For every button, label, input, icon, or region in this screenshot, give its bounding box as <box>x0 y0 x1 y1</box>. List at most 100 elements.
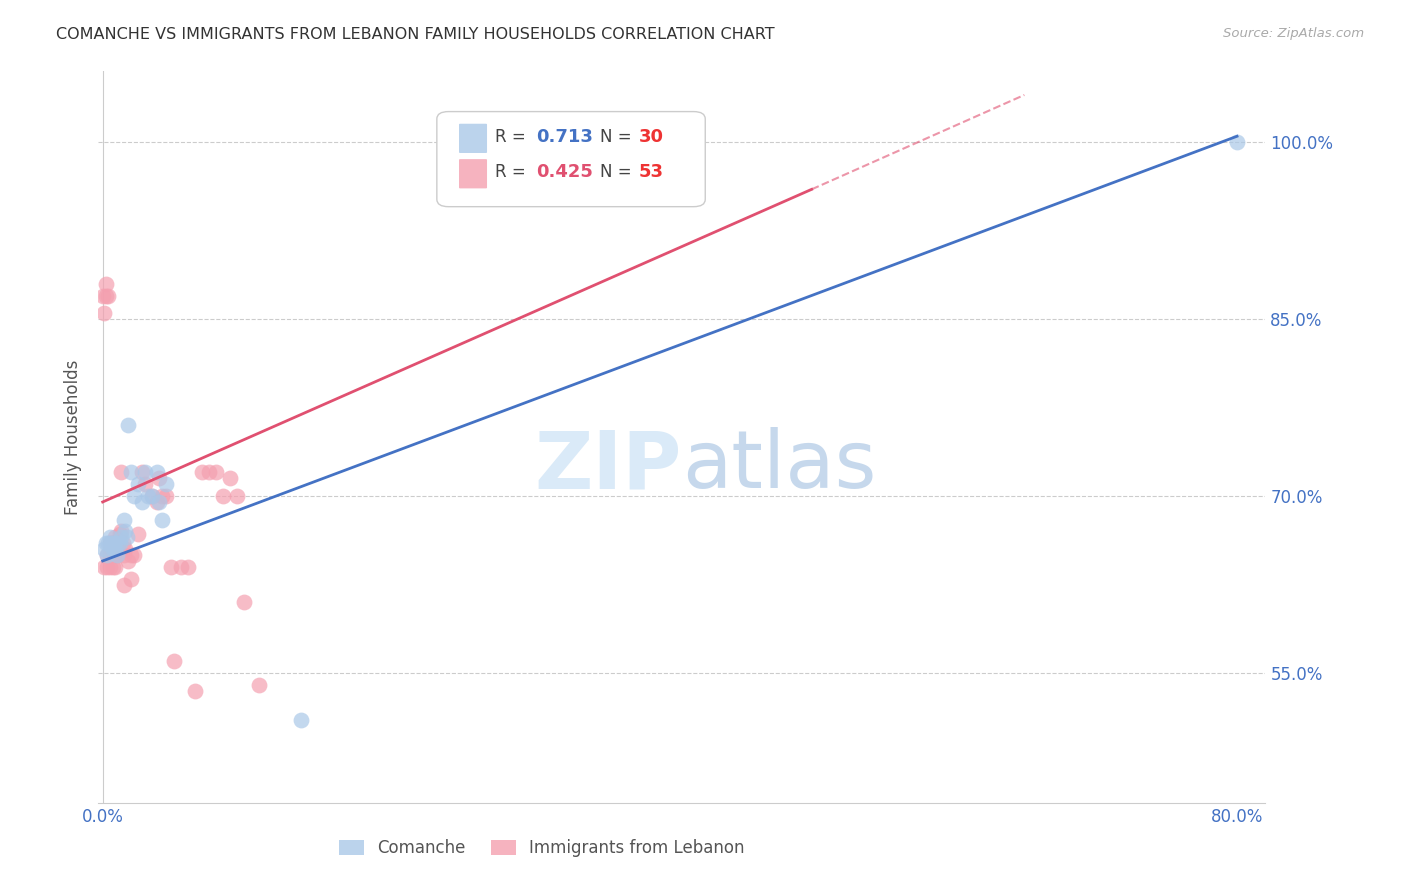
Point <box>100 536 122 550</box>
Point <box>120 466 142 480</box>
Point <box>104 530 127 544</box>
Point <box>108 536 131 550</box>
Point <box>110 524 132 539</box>
Point <box>111 536 134 550</box>
Point <box>134 477 156 491</box>
Point <box>101 536 124 550</box>
Point <box>112 513 135 527</box>
Point <box>115 530 138 544</box>
Point <box>122 548 145 562</box>
Point <box>191 466 214 480</box>
Point <box>105 536 128 550</box>
Point <box>131 466 153 480</box>
Point <box>108 526 131 541</box>
Point <box>169 559 191 574</box>
Point <box>107 536 129 550</box>
FancyBboxPatch shape <box>458 124 486 153</box>
Point <box>103 536 125 550</box>
Point <box>117 554 139 568</box>
Point <box>103 548 125 562</box>
Point <box>127 477 149 491</box>
Point <box>112 548 135 562</box>
Point <box>159 559 181 574</box>
Point <box>122 489 145 503</box>
Point <box>110 530 132 544</box>
Point <box>150 513 173 527</box>
Point <box>184 683 207 698</box>
Point <box>105 548 128 562</box>
Point <box>103 536 125 550</box>
Point <box>145 466 167 480</box>
Point <box>1226 135 1249 149</box>
Point <box>105 548 128 562</box>
Point <box>233 595 256 609</box>
Point <box>136 489 159 503</box>
Point <box>94 277 117 291</box>
Point <box>94 536 117 550</box>
Point <box>100 548 122 562</box>
Point <box>134 466 156 480</box>
Point <box>91 288 114 302</box>
Point <box>112 577 135 591</box>
FancyBboxPatch shape <box>437 112 706 207</box>
Text: COMANCHE VS IMMIGRANTS FROM LEBANON FAMILY HOUSEHOLDS CORRELATION CHART: COMANCHE VS IMMIGRANTS FROM LEBANON FAMI… <box>56 27 775 42</box>
Text: R =: R = <box>495 128 531 146</box>
Point <box>100 542 122 557</box>
Point <box>97 288 120 302</box>
Point <box>131 495 153 509</box>
Point <box>247 678 270 692</box>
Point <box>114 524 136 539</box>
Point <box>107 536 129 550</box>
Point <box>98 530 121 544</box>
Text: 30: 30 <box>638 128 664 146</box>
Text: Source: ZipAtlas.com: Source: ZipAtlas.com <box>1223 27 1364 40</box>
Point <box>127 526 149 541</box>
Point <box>148 495 170 509</box>
Text: atlas: atlas <box>682 427 876 506</box>
Point <box>141 489 163 503</box>
Point <box>101 542 124 557</box>
Point <box>110 466 132 480</box>
Point <box>162 654 184 668</box>
Point <box>226 489 249 503</box>
Point <box>120 572 142 586</box>
Point <box>98 559 121 574</box>
Y-axis label: Family Households: Family Households <box>65 359 83 515</box>
Point <box>212 489 235 503</box>
Legend: Comanche, Immigrants from Lebanon: Comanche, Immigrants from Lebanon <box>332 832 751 864</box>
Point <box>150 489 173 503</box>
Point <box>117 418 139 433</box>
Point <box>96 548 118 562</box>
Point <box>198 466 221 480</box>
Point <box>93 306 115 320</box>
Text: N =: N = <box>600 163 637 181</box>
Text: 0.713: 0.713 <box>536 128 593 146</box>
Text: R =: R = <box>495 163 531 181</box>
Point <box>96 559 118 574</box>
Point <box>101 559 124 574</box>
Point <box>93 542 115 557</box>
Point <box>114 542 136 557</box>
Point <box>205 466 228 480</box>
Point <box>155 489 177 503</box>
Point <box>141 489 163 503</box>
FancyBboxPatch shape <box>458 159 486 188</box>
Text: ZIP: ZIP <box>534 427 682 506</box>
Text: 0.425: 0.425 <box>536 163 593 181</box>
Point <box>155 477 177 491</box>
Point <box>177 559 200 574</box>
Point <box>290 713 312 727</box>
Point <box>219 471 242 485</box>
Point <box>120 548 142 562</box>
Point <box>96 548 118 562</box>
Point <box>94 288 117 302</box>
Point <box>104 559 127 574</box>
Point <box>98 536 121 550</box>
Point <box>97 536 120 550</box>
Point <box>148 471 170 485</box>
Point <box>145 495 167 509</box>
Point <box>104 542 127 557</box>
Text: N =: N = <box>600 128 637 146</box>
Text: 53: 53 <box>638 163 664 181</box>
Point <box>93 559 115 574</box>
